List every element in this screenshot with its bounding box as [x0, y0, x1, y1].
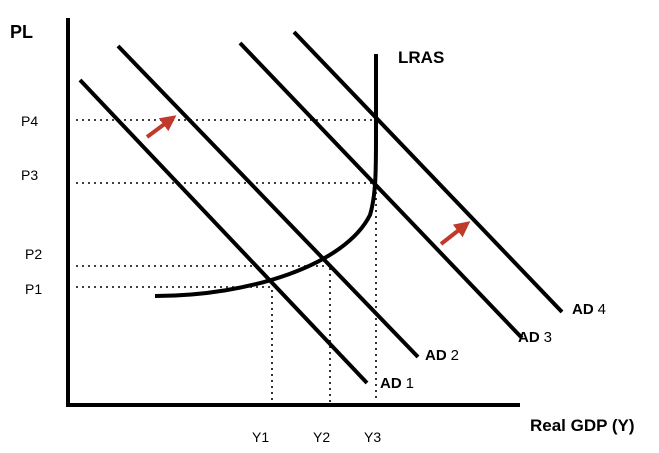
p1-label: P1 [25, 281, 42, 297]
ad1-curve [78, 78, 369, 385]
y3-label: Y3 [364, 429, 381, 445]
ad3-curve [238, 41, 524, 340]
shift-arrow-right [439, 221, 471, 246]
x-axis-label: Real GDP (Y) [530, 416, 635, 435]
ad2-curve [116, 44, 420, 359]
ad1-label: AD 1 [380, 375, 414, 392]
p2-label: P2 [25, 246, 42, 262]
y1-label: Y1 [252, 429, 269, 445]
lras-curve [154, 54, 378, 298]
p3-label: P3 [21, 167, 38, 183]
shift-arrow-left [145, 115, 177, 139]
ad2-label: AD 2 [425, 347, 459, 364]
p4-label: P4 [21, 113, 38, 129]
ad3-label: AD 3 [518, 329, 552, 346]
ad4-curve [292, 30, 564, 314]
ad4-label: AD 4 [572, 301, 606, 318]
lras-label: LRAS [398, 48, 444, 67]
y2-label: Y2 [313, 429, 330, 445]
y-axis-label: PL [10, 22, 33, 42]
